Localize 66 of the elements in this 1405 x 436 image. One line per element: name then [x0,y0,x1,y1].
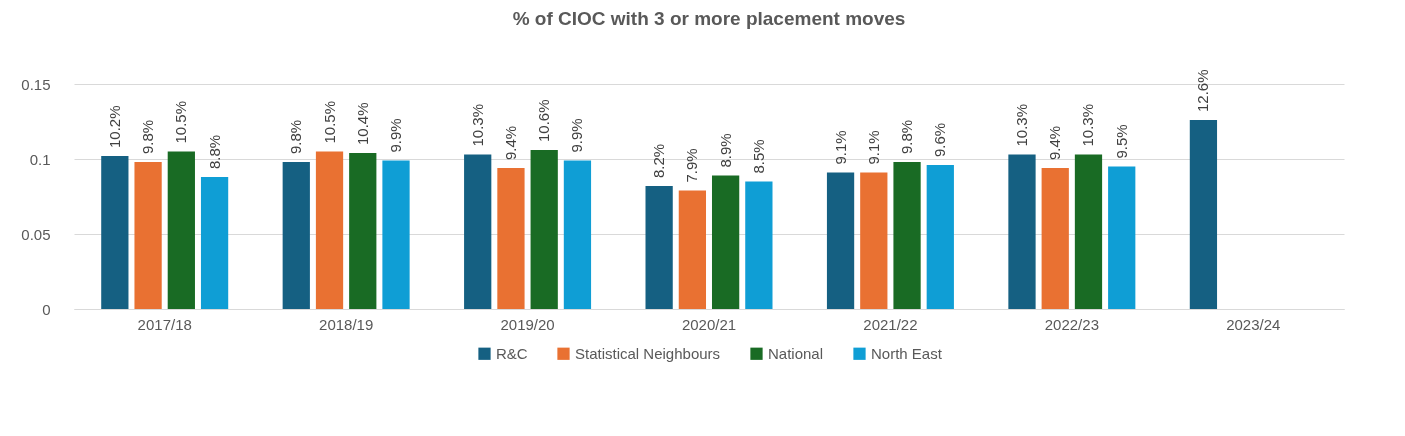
data-label: 9.6% [931,122,949,157]
x-tick-label: 2021/22 [863,315,918,333]
y-tick-label: 0.1 [29,150,51,168]
bar [1041,168,1069,309]
bar [678,190,707,309]
chart-title: % of CIOC with 3 or more placement moves [512,8,906,30]
data-label: 9.4% [501,125,519,160]
bar [1189,120,1218,309]
legend-label: Statistical Neighbours [575,344,721,362]
data-label: 9.9% [568,118,586,153]
y-tick-label: 0.05 [21,225,51,243]
legend-label: National [768,344,824,362]
data-label: 10.6% [535,99,553,142]
data-label: 10.3% [468,103,486,147]
bar [101,156,129,309]
bar [711,175,740,309]
bar [282,162,310,309]
legend-label: R&C [496,344,528,362]
data-label: 10.5% [320,100,338,144]
data-label: 9.9% [387,118,405,153]
bar [893,162,921,309]
data-label: 12.6% [1194,69,1212,112]
data-label: 9.8% [898,119,916,154]
data-label: 7.9% [683,148,701,183]
y-tick-label: 0 [42,300,51,318]
bar [645,186,673,309]
data-label: 9.8% [139,119,157,154]
x-tick-label: 2018/19 [319,315,374,333]
x-tick-label: 2017/18 [137,315,192,333]
bar [200,177,229,309]
x-tick-label: 2023/24 [1226,315,1281,333]
bar [1074,154,1103,309]
x-tick-label: 2022/23 [1044,315,1099,333]
bar [860,172,888,309]
data-label: 9.8% [287,119,305,154]
bar [167,151,195,309]
bar [926,165,954,309]
bar [530,150,558,309]
data-label: 10.3% [1012,103,1030,147]
data-label: 8.2% [650,143,668,178]
bar [745,181,773,309]
data-label: 10.4% [353,102,371,145]
bar [563,160,592,309]
data-label: 10.3% [1079,103,1097,147]
data-label: 8.5% [749,139,767,174]
data-label: 9.5% [1112,124,1130,159]
data-label: 10.2% [105,105,123,148]
data-label: 10.5% [172,100,190,144]
data-label: 9.4% [1046,125,1064,160]
bar [464,154,492,309]
data-label: 8.9% [716,133,734,168]
y-tick-label: 0.15 [21,75,51,93]
x-tick-label: 2020/21 [681,315,737,333]
bar [497,168,525,309]
data-label: 8.8% [205,134,223,169]
legend-label: North East [871,344,943,362]
data-label: 9.1% [864,130,882,165]
bar [1008,154,1036,309]
bar [1108,166,1136,309]
data-label: 9.1% [831,130,849,165]
bar [349,153,377,309]
bar [382,160,410,309]
bar [826,172,855,309]
bar [315,151,344,309]
x-tick-label: 2019/20 [500,315,555,333]
bar [134,162,162,309]
